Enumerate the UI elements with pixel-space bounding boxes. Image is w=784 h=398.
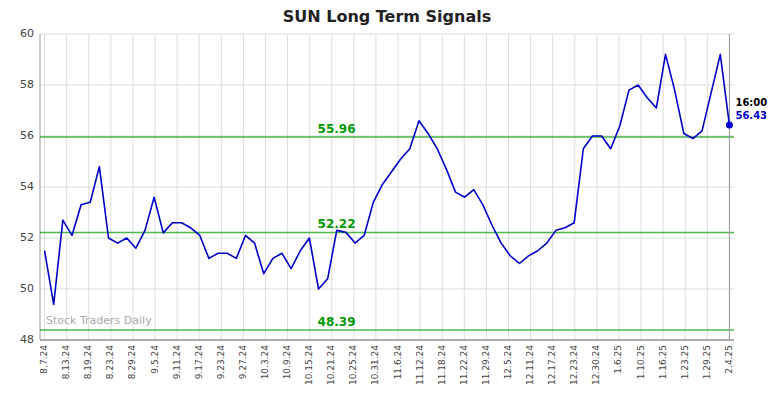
x-tick-label: 10.15.24 — [304, 345, 314, 385]
x-grid-line — [618, 34, 619, 340]
x-grid-line — [596, 34, 597, 340]
x-tick-label: 9.23.24 — [216, 345, 226, 380]
x-grid-line — [685, 34, 686, 340]
x-grid-line — [88, 34, 89, 340]
signal-label: 55.96 — [318, 122, 356, 136]
y-tick-label: 60 — [20, 27, 34, 40]
x-tick-label: 12.23.24 — [569, 345, 579, 385]
x-tick-label: 9.11.24 — [172, 345, 182, 380]
x-tick-label: 8.29.24 — [127, 345, 137, 380]
x-tick-label: 8.23.24 — [105, 345, 115, 380]
x-grid-line — [641, 34, 642, 340]
x-tick-label: 2.4.25 — [724, 345, 734, 374]
x-tick-label: 8.13.24 — [61, 345, 71, 380]
x-tick-label: 10.9.24 — [282, 345, 292, 380]
x-tick-label: 11.12.24 — [415, 345, 425, 385]
x-grid-line — [309, 34, 310, 340]
last-point-line — [729, 34, 730, 340]
y-tick-label: 54 — [20, 180, 34, 193]
x-grid-line — [707, 34, 708, 340]
x-tick-label: 8.7.24 — [39, 345, 49, 374]
x-grid-line — [353, 34, 354, 340]
x-tick-label: 11.22.24 — [459, 345, 469, 385]
x-grid-line — [110, 34, 111, 340]
y-grid-line — [40, 187, 734, 188]
x-tick-label: 10.31.24 — [370, 345, 380, 385]
x-grid-line — [574, 34, 575, 340]
last-time-label: 16:00 — [735, 97, 767, 108]
signal-label: 48.39 — [318, 315, 356, 329]
x-tick-label: 9.17.24 — [194, 345, 204, 380]
x-grid-line — [243, 34, 244, 340]
x-grid-line — [375, 34, 376, 340]
y-grid-line — [40, 85, 734, 86]
x-tick-label: 1.10.25 — [636, 345, 646, 379]
x-tick-label: 1.23.25 — [680, 345, 690, 379]
x-tick-label: 10.3.24 — [260, 345, 270, 380]
signal-line — [40, 329, 734, 331]
x-tick-label: 12.5.24 — [503, 345, 513, 380]
y-tick-label: 58 — [20, 78, 34, 91]
x-tick-label: 11.6.24 — [393, 345, 403, 380]
x-tick-label: 12.17.24 — [547, 345, 557, 385]
x-grid-line — [663, 34, 664, 340]
x-grid-line — [331, 34, 332, 340]
chart: SUN Long Term Signals 48 50 52 54 56 58 60 8.7.2… — [0, 0, 784, 398]
x-grid-line — [552, 34, 553, 340]
x-grid-line — [464, 34, 465, 340]
y-axis — [40, 34, 41, 340]
last-price-label: 56.43 — [735, 110, 767, 121]
x-tick-label: 10.21.24 — [326, 345, 336, 385]
x-tick-label: 10.25.24 — [348, 345, 358, 385]
x-grid-line — [66, 34, 67, 340]
x-tick-label: 12.11.24 — [525, 345, 535, 385]
y-grid-line — [40, 289, 734, 290]
signal-label: 52.22 — [318, 217, 356, 231]
x-tick-label: 1.6.25 — [613, 345, 623, 374]
x-tick-label: 11.29.24 — [481, 345, 491, 385]
last-point — [726, 122, 733, 129]
x-tick-label: 1.16.25 — [658, 345, 668, 379]
x-grid-line — [44, 34, 45, 340]
x-grid-line — [420, 34, 421, 340]
y-tick-label: 48 — [20, 333, 34, 346]
title: SUN Long Term Signals — [283, 7, 492, 26]
watermark: Stock Traders Daily — [46, 314, 152, 327]
x-tick-label: 12.30.24 — [591, 345, 601, 385]
x-tick-label: 8.19.24 — [83, 345, 93, 380]
x-grid-line — [287, 34, 288, 340]
x-tick-label: 9.27.24 — [238, 345, 248, 380]
y-tick-label: 50 — [20, 282, 34, 295]
y-grid-line — [40, 34, 734, 35]
y-grid-line — [40, 238, 734, 239]
x-grid-line — [398, 34, 399, 340]
x-grid-line — [199, 34, 200, 340]
y-tick-label: 56 — [20, 129, 34, 142]
price-line — [45, 54, 730, 304]
x-grid-line — [265, 34, 266, 340]
x-grid-line — [442, 34, 443, 340]
x-tick-label: 9.5.24 — [150, 345, 160, 374]
y-grid-line — [40, 136, 734, 137]
y-grid-line — [40, 340, 734, 341]
x-tick-label: 1.29.25 — [702, 345, 712, 379]
x-grid-line — [177, 34, 178, 340]
y-tick-label: 52 — [20, 231, 34, 244]
x-grid-line — [132, 34, 133, 340]
x-grid-line — [530, 34, 531, 340]
grid — [40, 34, 734, 340]
x-grid-line — [486, 34, 487, 340]
x-grid-line — [155, 34, 156, 340]
x-grid-line — [508, 34, 509, 340]
x-axis — [40, 340, 734, 341]
plot-area — [40, 34, 734, 340]
x-grid-line — [729, 34, 730, 340]
x-grid-line — [221, 34, 222, 340]
signal-line — [40, 136, 734, 138]
x-tick-label: 11.18.24 — [437, 345, 447, 385]
